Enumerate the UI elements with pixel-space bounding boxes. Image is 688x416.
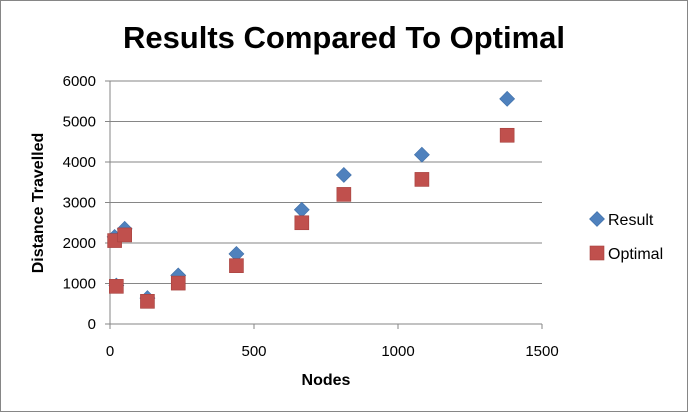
y-tick-label: 0	[88, 316, 96, 333]
y-tick-label: 6000	[63, 73, 96, 90]
legend-label-optimal: Optimal	[608, 246, 663, 263]
optimal-point	[294, 215, 310, 231]
optimal-point	[336, 187, 352, 202]
result-point	[499, 90, 516, 107]
x-axis-ticks: 0 500 1000 1500	[106, 324, 559, 360]
x-tick-label: 500	[241, 343, 266, 360]
optimal-point	[170, 275, 186, 291]
y-tick-label: 3000	[63, 195, 96, 212]
x-axis-label: Nodes	[302, 372, 351, 389]
chart-title: Results Compared To Optimal	[123, 20, 565, 55]
optimal-point	[499, 127, 515, 143]
data-points	[106, 90, 516, 309]
legend-label-result: Result	[608, 212, 654, 229]
result-point	[413, 146, 430, 163]
optimal-point	[140, 294, 155, 309]
y-tick-label: 5000	[63, 114, 96, 131]
y-tick-label: 1000	[63, 276, 96, 293]
y-axis-ticks: 0 1000 2000 3000 4000 5000 6000	[63, 73, 110, 333]
optimal-point	[414, 172, 430, 187]
y-axis-label: Distance Travelled	[30, 133, 47, 274]
optimal-point	[229, 258, 244, 273]
legend-marker-optimal	[589, 245, 605, 261]
x-tick-label: 0	[106, 343, 114, 360]
legend: Result Optimal	[589, 211, 663, 263]
y-tick-label: 2000	[63, 235, 96, 252]
optimal-point	[117, 227, 132, 243]
gridlines	[110, 80, 542, 284]
optimal-point	[109, 279, 124, 294]
x-tick-label: 1000	[381, 343, 414, 360]
x-tick-label: 1500	[525, 343, 558, 360]
result-point	[293, 201, 310, 218]
result-point	[335, 167, 352, 183]
legend-marker-result	[589, 211, 605, 227]
y-tick-label: 4000	[63, 154, 96, 171]
